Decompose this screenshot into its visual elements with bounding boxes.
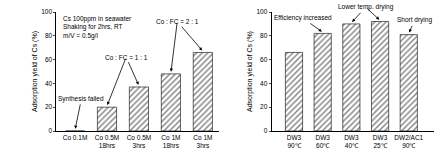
svg-text:DW390℃: DW390℃	[287, 134, 302, 149]
svg-text:20: 20	[260, 103, 268, 110]
svg-text:Co 1M18hrs: Co 1M18hrs	[161, 134, 180, 149]
svg-text:80: 80	[45, 32, 53, 39]
svg-text:DW360℃: DW360℃	[315, 134, 330, 149]
svg-text:Co 1M3hrs: Co 1M3hrs	[193, 134, 212, 149]
svg-text:60: 60	[260, 56, 268, 63]
svg-text:Adsorption yield of Cs (%): Adsorption yield of Cs (%)	[246, 31, 254, 112]
svg-text:40: 40	[260, 80, 268, 87]
svg-text:100: 100	[256, 8, 267, 15]
svg-text:Co : FC = 1 : 1: Co : FC = 1 : 1	[105, 54, 148, 61]
svg-text:DW2/AC190℃: DW2/AC190℃	[394, 134, 423, 149]
svg-text:DW325℃: DW325℃	[373, 134, 388, 149]
svg-text:DW340℃: DW340℃	[344, 134, 359, 149]
svg-text:Short drying: Short drying	[397, 16, 432, 24]
svg-text:20: 20	[45, 103, 53, 110]
svg-text:Co : FC = 2 : 1: Co : FC = 2 : 1	[156, 18, 199, 25]
svg-text:Efficiency increased: Efficiency increased	[274, 14, 332, 22]
svg-text:100: 100	[41, 8, 52, 15]
svg-text:Co 0.1M: Co 0.1M	[63, 134, 88, 141]
svg-text:Co 0.5M18hrs: Co 0.5M18hrs	[95, 134, 120, 149]
svg-text:80: 80	[260, 32, 268, 39]
svg-text:60: 60	[45, 56, 53, 63]
svg-text:40: 40	[45, 80, 53, 87]
svg-text:0: 0	[48, 127, 52, 134]
svg-text:Cs 100ppm in seawaterShaking f: Cs 100ppm in seawaterShaking for 2hrs, R…	[63, 15, 132, 40]
svg-text:0: 0	[264, 127, 268, 134]
svg-text:Co 0.5M3hrs: Co 0.5M3hrs	[127, 134, 152, 149]
svg-text:Adsorption yield of Cs (%): Adsorption yield of Cs (%)	[31, 31, 39, 112]
svg-text:Synthesis failed: Synthesis failed	[58, 95, 104, 103]
svg-text:Lower temp. drying: Lower temp. drying	[338, 3, 394, 11]
